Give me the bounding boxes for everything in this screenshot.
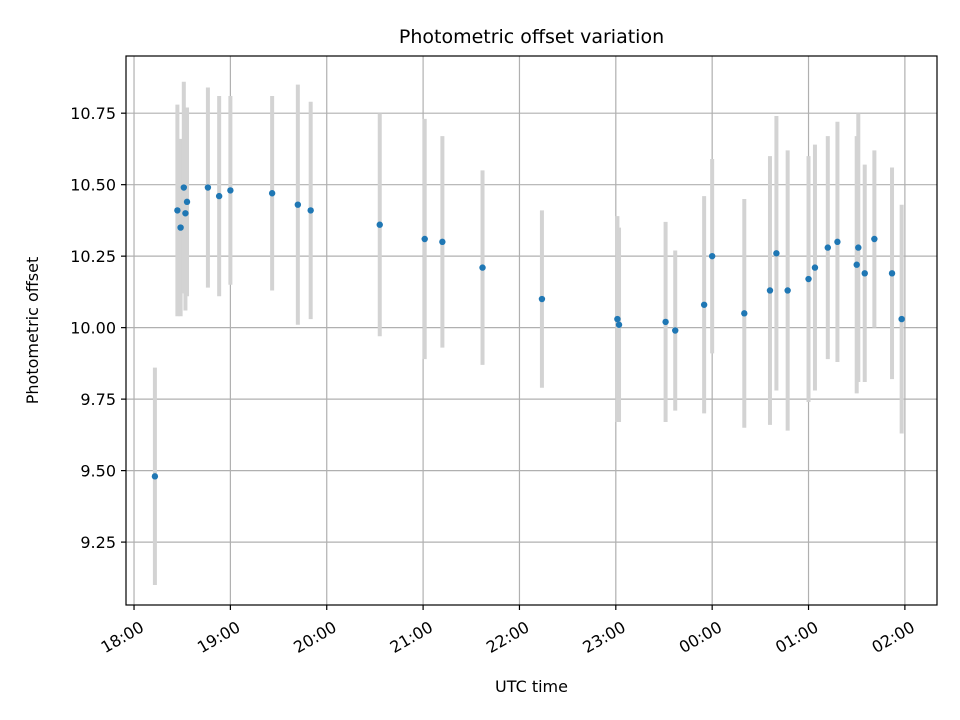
data-point [853,261,860,268]
plot-frame [125,55,938,606]
plot-area [126,56,937,605]
data-point [294,201,302,208]
data-point [773,250,780,257]
data-point [180,184,188,191]
data-point [182,210,189,217]
data-point [268,190,276,197]
y-tick-label: 9.50 [80,462,116,481]
data-point [479,264,486,271]
data-point [439,238,446,246]
data-points [151,184,905,480]
data-point [708,252,716,260]
data-point [177,224,184,231]
data-point [888,270,896,277]
chart-title: Photometric offset variation [399,26,664,48]
data-point [538,295,546,303]
data-point [672,327,679,334]
data-point [421,235,428,243]
data-point [824,244,831,251]
data-point [183,198,191,206]
data-point [871,235,878,243]
data-point [834,238,841,246]
data-point [662,318,669,326]
data-point [700,301,708,308]
y-tick-label: 10.75 [70,104,116,123]
y-tick-label: 9.75 [80,390,116,409]
data-point [227,187,234,194]
y-axis-label: Photometric offset [23,257,42,405]
data-point [204,184,212,191]
y-tick-label: 10.00 [70,319,116,338]
data-point [376,221,383,228]
data-point [215,192,223,200]
data-point [151,473,159,480]
y-tick-label: 9.25 [80,533,116,552]
y-tick-label: 10.50 [70,176,116,195]
data-point [174,207,181,214]
x-axis-label: UTC time [495,677,568,696]
y-axis-ticks: 9.25 9.50 9.75 10.00 10.25 10.50 10.75 [70,104,126,552]
data-point [766,287,774,294]
data-point [805,275,812,283]
data-point [741,310,748,317]
data-point [811,264,819,271]
data-point [784,287,791,294]
data-point [615,321,623,328]
data-point [307,207,314,214]
data-point [614,315,621,323]
y-tick-label: 10.25 [70,247,116,266]
data-point [861,270,868,277]
data-point [898,315,905,323]
data-point [855,244,862,251]
